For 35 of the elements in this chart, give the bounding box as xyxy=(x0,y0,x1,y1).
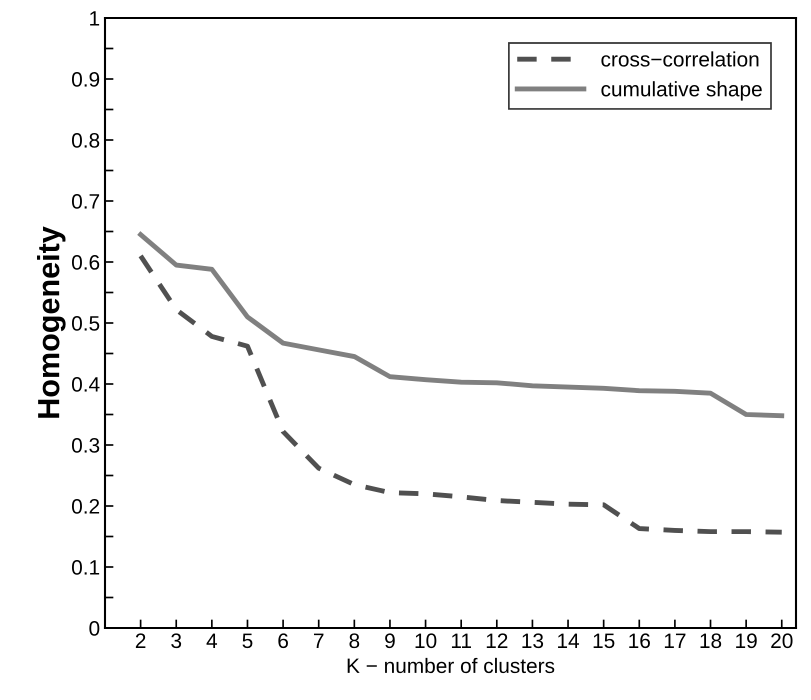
y-tick-label: 0.8 xyxy=(72,133,100,148)
x-tick-label: 3 xyxy=(171,633,182,648)
x-tick-label: 8 xyxy=(349,633,360,648)
y-tick-label: 0.9 xyxy=(72,72,100,87)
x-tick-label: 7 xyxy=(314,634,324,648)
y-tick-label: 0.7 xyxy=(72,194,100,209)
x-tick-label: 2 xyxy=(136,633,146,648)
x-tick-label: 11 xyxy=(452,634,471,648)
x-tick-label: 16 xyxy=(629,633,650,648)
x-tick-label: 9 xyxy=(385,633,395,648)
x-tick-label: 15 xyxy=(594,634,614,648)
y-tick-label: 0.6 xyxy=(72,255,100,270)
x-tick-label: 17 xyxy=(664,634,686,648)
y-tick-label: 1 xyxy=(90,11,100,26)
x-tick-label: 12 xyxy=(486,633,508,648)
y-tick-label: 0.5 xyxy=(72,316,100,331)
x-tick-label: 13 xyxy=(522,633,544,648)
legend-label: cross−correlation xyxy=(601,51,758,67)
y-tick-label: 0.4 xyxy=(72,377,100,392)
x-tick-label: 5 xyxy=(242,634,252,648)
legend-label: cumulative shape xyxy=(601,81,762,101)
y-tick-label: 0.2 xyxy=(72,499,100,514)
y-tick-label: 0.3 xyxy=(72,438,100,453)
y-tick-label: 0 xyxy=(89,621,100,636)
line-series xyxy=(138,232,784,418)
x-tick-label: 19 xyxy=(736,633,757,648)
y-axis-title: Homogeneity xyxy=(37,226,66,418)
x-tick-label: 20 xyxy=(771,633,793,648)
x-axis-title: K − number of clusters xyxy=(348,658,554,674)
y-tick-label: 0.1 xyxy=(72,560,100,575)
x-tick-label: 4 xyxy=(206,634,218,648)
x-tick-label: 6 xyxy=(278,633,288,648)
x-tick-label: 18 xyxy=(700,633,722,648)
x-tick-label: 14 xyxy=(558,634,580,648)
x-tick-label: 10 xyxy=(416,633,436,648)
